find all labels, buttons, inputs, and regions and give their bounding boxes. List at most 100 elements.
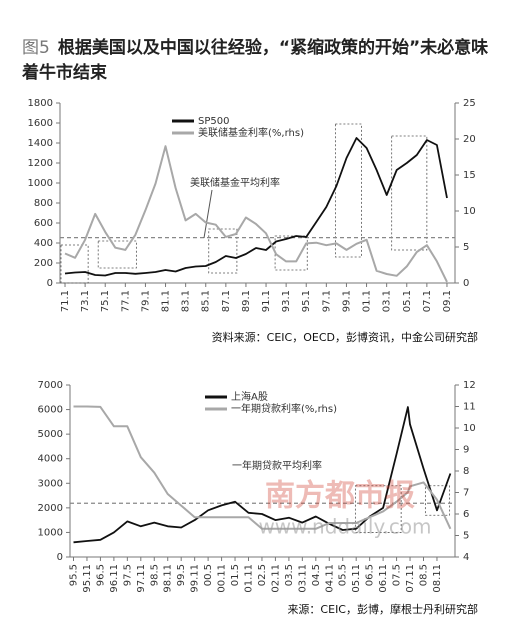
y2-tick-label: 11 (463, 402, 476, 413)
title-block: 图5 根据美国以及中国以往经验，“紧缩政策的开始”未必意味着牛市结束 (22, 36, 492, 86)
legend-label: 一年期贷款利率(%,rhs) (231, 402, 337, 415)
x-tick-label: 07.11 (405, 564, 416, 593)
x-tick-label: 01.5 (230, 564, 241, 586)
x-tick-label: 05.1 (402, 290, 413, 312)
x-tick-label: 93.1 (281, 290, 292, 312)
series-line (73, 406, 452, 544)
x-tick-label: 04.11 (324, 564, 335, 593)
highlight-box (334, 123, 362, 258)
x-tick-label: 91.1 (261, 290, 272, 312)
y-tick-label: 800 (34, 198, 53, 209)
series-line (73, 405, 452, 530)
y-tick-label: 1600 (28, 118, 53, 129)
x-tick-label: 99.11 (190, 564, 201, 593)
x-tick-label: 85.1 (201, 290, 212, 312)
x-tick-label: 08.5 (419, 564, 430, 586)
y2-tick-label: 20 (463, 134, 476, 145)
y2-tick-label: 10 (463, 206, 476, 217)
highlight-box (354, 485, 402, 533)
x-tick-label: 01.11 (244, 564, 255, 593)
y2-tick-label: 9 (463, 445, 469, 456)
highlight-box (424, 485, 451, 516)
y-tick-label: 600 (34, 218, 53, 229)
x-tick-label: 95.11 (82, 564, 93, 593)
annotation-pointer (203, 189, 213, 239)
highlight-box (60, 244, 89, 284)
y2-tick-label: 4 (463, 552, 469, 563)
figure-label: 图5 (22, 38, 50, 58)
y-tick-label: 5000 (38, 429, 63, 440)
y2-tick-label: 25 (463, 98, 476, 109)
annotation: 美联储基金平均利率 (190, 176, 280, 189)
x-tick-label: 95.5 (69, 564, 80, 586)
series-line (64, 145, 448, 283)
y-tick-label: 0 (57, 552, 63, 563)
y-tick-label: 4000 (38, 454, 63, 465)
x-tick-label: 97.11 (136, 564, 147, 593)
x-tick-label: 73.1 (80, 290, 91, 312)
y2-tick-label: 15 (463, 170, 476, 181)
y-tick-label: 7000 (38, 380, 63, 391)
x-tick-label: 96.5 (95, 564, 106, 586)
source-note: 来源：CEIC，彭博，摩根士丹利研究部 (287, 602, 478, 616)
x-tick-label: 00.5 (203, 564, 214, 586)
y-tick-label: 6000 (38, 405, 63, 416)
legend-label: 美联储基金利率(%,rhs) (198, 126, 304, 139)
x-tick-label: 08.11 (432, 564, 443, 593)
x-tick-label: 06.11 (378, 564, 389, 593)
x-tick-label: 97.1 (321, 290, 332, 312)
x-tick-label: 99.5 (176, 564, 187, 586)
x-tick-label: 95.1 (301, 290, 312, 312)
watermark: 南方都市报 (265, 479, 415, 514)
y2-tick-label: 6 (463, 509, 469, 520)
x-tick-label: 01.1 (362, 290, 373, 312)
x-tick-label: 99.1 (341, 290, 352, 312)
source-note: 资料来源：CEIC，OECD，彭博资讯，中金公司研究部 (212, 330, 478, 344)
y2-tick-label: 12 (463, 380, 476, 391)
x-tick-label: 03.1 (382, 290, 393, 312)
x-tick-label: 03.11 (297, 564, 308, 593)
y2-tick-label: 10 (463, 423, 476, 434)
y-tick-label: 1000 (38, 527, 63, 538)
x-tick-label: 02.5 (257, 564, 268, 586)
highlight-box (391, 135, 428, 251)
x-tick-label: 87.1 (221, 290, 232, 312)
y-tick-label: 200 (34, 258, 53, 269)
x-tick-label: 75.1 (100, 290, 111, 312)
series-line (64, 137, 448, 277)
x-tick-label: 83.1 (181, 290, 192, 312)
x-tick-label: 07.1 (422, 290, 433, 312)
x-tick-label: 71.1 (60, 290, 71, 312)
x-tick-label: 77.1 (120, 290, 131, 312)
x-tick-label: 96.11 (109, 564, 120, 593)
x-tick-label: 05.5 (338, 564, 349, 586)
y2-tick-label: 0 (463, 278, 469, 289)
x-tick-label: 06.5 (365, 564, 376, 586)
x-tick-label: 00.11 (217, 564, 228, 593)
x-tick-label: 98.5 (149, 564, 160, 586)
x-tick-label: 81.1 (161, 290, 172, 312)
x-tick-label: 98.11 (163, 564, 174, 593)
y-tick-label: 2000 (38, 503, 63, 514)
x-tick-label: 02.11 (270, 564, 281, 593)
x-tick-label: 03.5 (284, 564, 295, 586)
y2-tick-label: 8 (463, 466, 469, 477)
y2-tick-label: 7 (463, 488, 469, 499)
y-tick-label: 0 (47, 278, 53, 289)
x-tick-label: 04.5 (311, 564, 322, 586)
y-tick-label: 1200 (28, 158, 53, 169)
y-tick-label: 1400 (28, 138, 53, 149)
y-tick-label: 1800 (28, 98, 53, 109)
y-tick-label: 1000 (28, 178, 53, 189)
highlight-box (274, 235, 308, 271)
legend-label: SP500 (198, 116, 229, 127)
y-tick-label: 3000 (38, 478, 63, 489)
x-tick-label: 09.1 (442, 290, 453, 312)
annotation: 一年期贷款平均利率 (232, 459, 322, 472)
x-tick-label: 07.5 (392, 564, 403, 586)
x-tick-label: 97.5 (122, 564, 133, 586)
x-tick-label: 05.11 (351, 564, 362, 593)
x-tick-label: 89.1 (241, 290, 252, 312)
